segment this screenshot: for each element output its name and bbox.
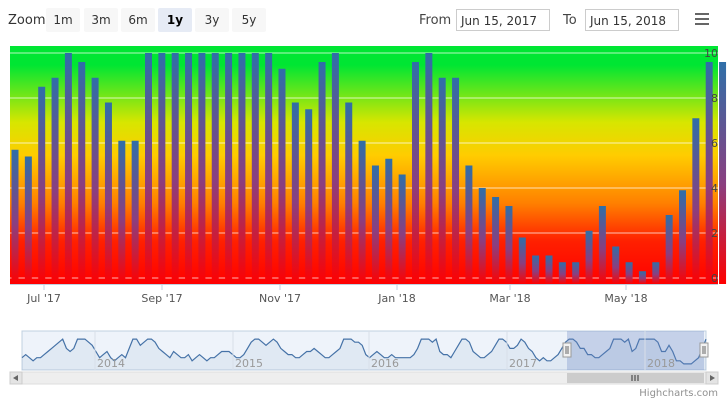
bar[interactable] (38, 86, 46, 284)
bar[interactable] (345, 102, 353, 285)
bar[interactable] (251, 53, 259, 284)
bar[interactable] (478, 188, 486, 284)
y-tick-label: 6 (711, 137, 718, 150)
bar[interactable] (625, 262, 633, 284)
bar[interactable] (385, 158, 393, 284)
bar[interactable] (131, 140, 139, 284)
bar[interactable] (265, 53, 273, 284)
bar[interactable] (465, 165, 473, 285)
chevron-right-icon (710, 375, 715, 381)
bar[interactable] (211, 53, 219, 284)
bar[interactable] (238, 53, 246, 284)
bar[interactable] (452, 77, 460, 284)
bar[interactable] (505, 206, 513, 284)
navigator-right-handle[interactable] (699, 342, 709, 358)
navigator-area (22, 339, 706, 370)
bar[interactable] (24, 156, 32, 285)
zoom-6m-button[interactable]: 6m (121, 8, 155, 32)
bar[interactable] (558, 262, 566, 284)
bar[interactable] (705, 62, 713, 284)
bar[interactable] (78, 62, 86, 284)
bar[interactable] (291, 102, 299, 285)
x-tick-label: Jan '18 (377, 292, 415, 305)
bar[interactable] (412, 62, 419, 284)
bar[interactable] (64, 53, 72, 284)
x-tick-label: Sep '17 (141, 292, 182, 305)
bar[interactable] (572, 262, 580, 284)
from-date-input[interactable]: Jun 15, 2017 (456, 9, 550, 31)
bar[interactable] (185, 53, 193, 284)
x-tick-label: Nov '17 (259, 292, 301, 305)
bar[interactable] (331, 53, 339, 284)
from-label: From (419, 13, 452, 28)
zoom-3y-button[interactable]: 3y (195, 8, 229, 32)
bar[interactable] (91, 77, 99, 284)
zoom-1m-button[interactable]: 1m (46, 8, 80, 32)
bar[interactable] (104, 102, 112, 285)
navigator-selected-range[interactable] (567, 331, 704, 370)
hamburger-menu-icon[interactable] (690, 10, 714, 32)
to-date-input[interactable]: Jun 15, 2018 (585, 9, 679, 31)
bar[interactable] (692, 118, 700, 284)
bar[interactable] (438, 77, 446, 284)
bar[interactable] (665, 215, 673, 284)
bar[interactable] (398, 174, 406, 285)
y-tick-label: 4 (711, 182, 718, 195)
y-tick-label: 0 (711, 272, 718, 285)
bar[interactable] (679, 190, 686, 284)
bar[interactable] (278, 68, 286, 284)
zoom-1y-button[interactable]: 1y (158, 8, 192, 32)
y-tick-label: 10 (704, 47, 718, 60)
bar[interactable] (545, 255, 553, 285)
zoom-3m-button[interactable]: 3m (84, 8, 118, 32)
navigator-year-label: 2017 (509, 357, 537, 370)
navigator-year-label: 2016 (371, 357, 399, 370)
navigator-left-handle[interactable] (562, 342, 572, 358)
range-selector: Zoom 1m 3m 6m 1y 3y 5y From Jun 15, 2017… (0, 8, 728, 34)
bar[interactable] (652, 262, 660, 284)
y-tick-label: 8 (711, 92, 718, 105)
bar[interactable] (532, 255, 540, 285)
bar[interactable] (371, 165, 379, 285)
x-tick-label: Jul '17 (26, 292, 61, 305)
navigator-year-label: 2018 (647, 357, 675, 370)
zoom-label: Zoom (8, 13, 46, 28)
bar[interactable] (11, 149, 19, 284)
x-tick-label: Mar '18 (489, 292, 530, 305)
navigator-year-label: 2015 (235, 357, 263, 370)
bar[interactable] (145, 53, 152, 284)
navigator-series-line (21, 338, 707, 365)
navigator-year-label: 2014 (97, 357, 125, 370)
bar[interactable] (518, 237, 526, 285)
bar[interactable] (198, 53, 206, 284)
bar[interactable] (158, 53, 166, 284)
bar[interactable] (318, 62, 326, 284)
y-tick-label: 2 (711, 227, 718, 240)
bar[interactable] (719, 62, 727, 284)
bar[interactable] (305, 109, 313, 284)
bar[interactable] (425, 53, 433, 284)
highcharts-credit[interactable]: Highcharts.com (639, 388, 718, 399)
chevron-left-icon (13, 375, 18, 381)
to-label: To (563, 13, 577, 28)
bar[interactable] (492, 197, 500, 284)
bar[interactable] (598, 206, 606, 284)
bar[interactable] (585, 230, 593, 284)
x-tick-label: May '18 (604, 292, 647, 305)
bar[interactable] (638, 271, 646, 284)
bar[interactable] (118, 140, 126, 284)
bar[interactable] (171, 53, 179, 284)
bar[interactable] (225, 53, 233, 284)
zoom-5y-button[interactable]: 5y (232, 8, 266, 32)
bar[interactable] (51, 77, 59, 284)
bar[interactable] (612, 246, 620, 285)
bar[interactable] (358, 140, 366, 284)
